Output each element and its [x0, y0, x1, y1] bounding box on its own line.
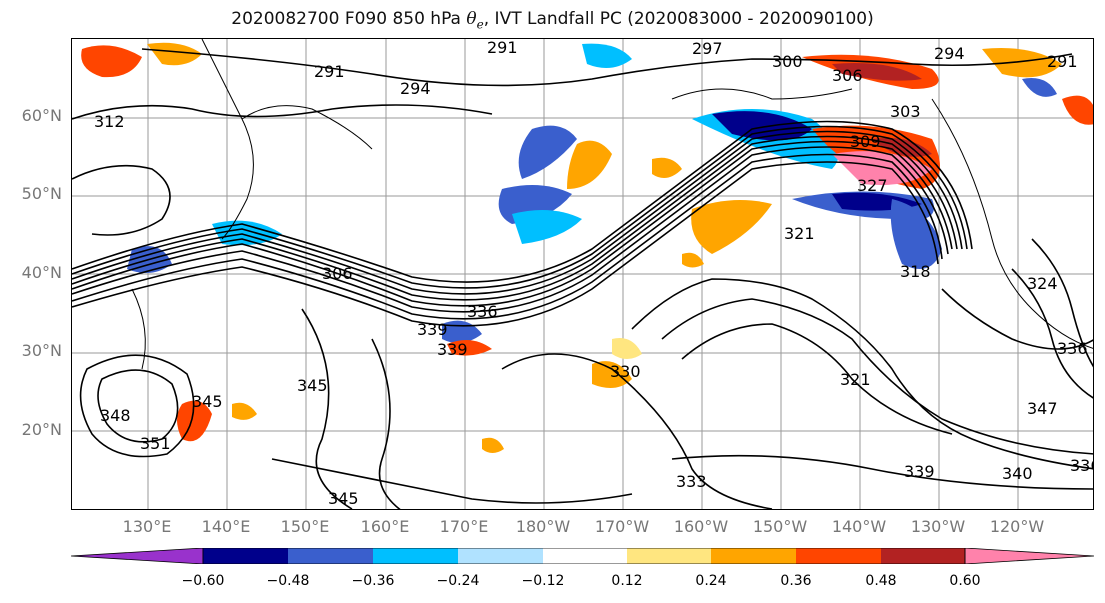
- colorbar-swatch: [373, 548, 458, 564]
- contour-label: 294: [400, 79, 431, 98]
- lon-label-130w: 130°W: [910, 517, 966, 536]
- colorbar-tick: 0.48: [865, 573, 897, 589]
- contour-label: 339: [417, 320, 448, 339]
- theta-e-contours: [72, 48, 1093, 509]
- contour-label: 300: [772, 52, 803, 71]
- lat-label-20n: 20°N: [21, 420, 62, 439]
- contour-label: 340: [1002, 464, 1033, 483]
- colorbar-swatch: [203, 548, 288, 564]
- colorbar-tick: 0.36: [780, 573, 812, 589]
- contour-label: 345: [297, 376, 328, 395]
- shaded-anomalies: [81, 42, 1093, 453]
- colorbar: [71, 548, 1094, 564]
- lon-label-170w: 170°W: [594, 517, 650, 536]
- colorbar-swatch: [796, 548, 881, 564]
- lon-label-140w: 140°W: [831, 517, 887, 536]
- colorbar-swatch: [543, 548, 627, 564]
- contour-label: 348: [100, 406, 131, 425]
- contour-label: 330: [610, 362, 641, 381]
- colorbar-swatch: [711, 548, 796, 564]
- colorbar-tick: 0.24: [695, 573, 727, 589]
- colorbar-tick: −0.24: [436, 573, 480, 589]
- lon-label-120w: 120°W: [989, 517, 1045, 536]
- colorbar-tick: −0.60: [181, 573, 225, 589]
- contour-label: 291: [487, 39, 518, 57]
- lon-label-160w: 160°W: [673, 517, 729, 536]
- lon-label-170e: 170°E: [439, 517, 489, 536]
- graticule: [72, 39, 1093, 509]
- colorbar-tick: 0.60: [949, 573, 981, 589]
- colorbar-swatch: [881, 548, 965, 564]
- lat-label-60n: 60°N: [21, 106, 62, 125]
- contour-label: 345: [192, 392, 223, 411]
- contour-label: 339: [437, 340, 468, 359]
- lon-label-180w: 180°W: [515, 517, 571, 536]
- contour-label: 339: [904, 462, 935, 481]
- colorbar-tick: −0.36: [351, 573, 395, 589]
- colorbar-swatch: [71, 548, 204, 564]
- contour-label: 297: [692, 39, 723, 58]
- contour-label: 318: [900, 262, 931, 281]
- contour-label: 321: [784, 224, 815, 243]
- lon-label-150e: 150°E: [280, 517, 330, 536]
- map-canvas: 291 291 294 297 300 306 294 291 303 309 …: [72, 39, 1094, 509]
- contour-labels: 291 291 294 297 300 306 294 291 303 309 …: [94, 39, 1094, 508]
- contour-label: 336: [467, 302, 498, 321]
- lat-label-30n: 30°N: [21, 341, 62, 360]
- contour-label: 306: [322, 264, 353, 283]
- colorbar-tick: 0.12: [611, 573, 643, 589]
- title-suffix: , IVT Landfall PC (2020083000 - 20200901…: [483, 9, 874, 29]
- lon-label-140e: 140°E: [201, 517, 251, 536]
- lat-label-50n: 50°N: [21, 184, 62, 203]
- colorbar-tick: −0.48: [266, 573, 310, 589]
- contour-label: 291: [314, 62, 345, 81]
- contour-label: 312: [94, 112, 125, 131]
- contour-label: 303: [890, 102, 921, 121]
- colorbar-swatch: [288, 548, 373, 564]
- contour-label: 351: [140, 434, 171, 453]
- lat-label-40n: 40°N: [21, 263, 62, 282]
- map-panel: 291 291 294 297 300 306 294 291 303 309 …: [71, 38, 1094, 510]
- map-title: 2020082700 F090 850 hPa θe, IVT Landfall…: [0, 9, 1105, 31]
- coastlines: [131, 39, 1093, 370]
- contour-label: 294: [934, 44, 965, 63]
- contour-label: 347: [1027, 399, 1058, 418]
- title-prefix: 2020082700 F090 850 hPa: [231, 9, 467, 29]
- colorbar-tick: −0.12: [521, 573, 565, 589]
- contour-label: 309: [850, 132, 881, 151]
- lon-label-130e: 130°E: [122, 517, 172, 536]
- contour-label: 291: [1047, 52, 1078, 71]
- contour-label: 327: [857, 176, 888, 195]
- colorbar-swatch: [964, 548, 1094, 564]
- colorbar-swatch: [627, 548, 711, 564]
- contour-label: 336: [1057, 339, 1088, 358]
- lon-label-150w: 150°W: [752, 517, 808, 536]
- contour-label: 345: [328, 489, 359, 508]
- colorbar-swatch: [458, 548, 543, 564]
- contour-label: 336: [1070, 456, 1094, 475]
- title-theta: θe: [466, 9, 484, 32]
- lon-label-160e: 160°E: [360, 517, 410, 536]
- contour-label: 321: [840, 370, 871, 389]
- contour-label: 333: [676, 472, 707, 491]
- contour-label: 324: [1027, 274, 1058, 293]
- contour-label: 306: [832, 66, 863, 85]
